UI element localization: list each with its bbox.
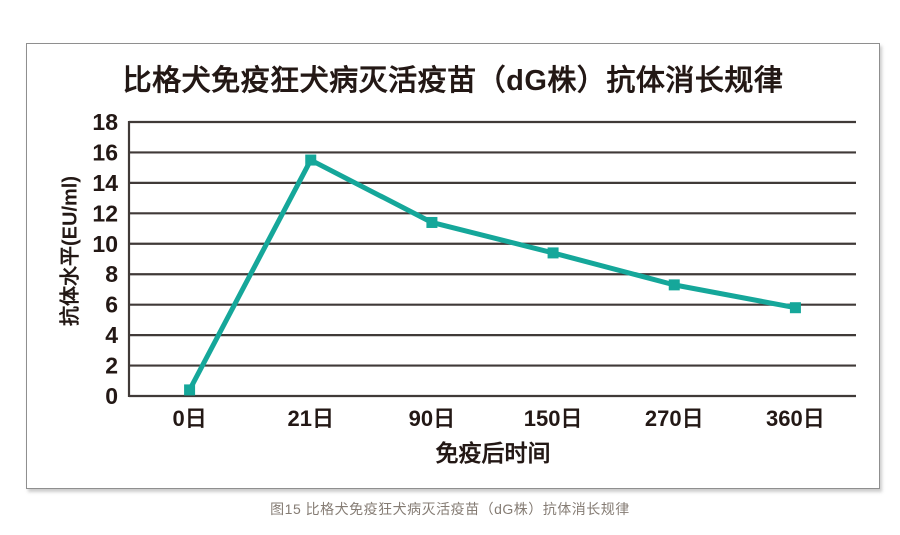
data-point-150日 bbox=[547, 247, 559, 259]
y-tick-label-8: 8 bbox=[105, 261, 118, 287]
data-point-270日 bbox=[668, 279, 680, 291]
antibody-line-chart: 0 2 4 6 8 10 12 14 16 18 0日 21日 90日 150日 270日 360日 bbox=[92, 109, 856, 431]
y-tick-label-12: 12 bbox=[92, 200, 118, 226]
data-line-series-0 bbox=[187, 157, 798, 393]
data-point-21日 bbox=[305, 154, 317, 166]
y-tick-label-4: 4 bbox=[105, 322, 118, 348]
x-tick-label-4: 270日 bbox=[645, 406, 704, 431]
figure-caption: 图15 比格犬免疫狂犬病灭活疫苗（dG株）抗体消长规律 bbox=[270, 501, 630, 517]
x-tick-label-0: 0日 bbox=[172, 406, 206, 431]
x-tick-label-3: 150日 bbox=[524, 406, 583, 431]
y-tick-label-10: 10 bbox=[92, 231, 118, 257]
y-tick-label-2: 2 bbox=[105, 353, 118, 379]
y-tick-label-18: 18 bbox=[92, 109, 118, 135]
y-tick-label-16: 16 bbox=[92, 139, 118, 165]
x-tick-label-2: 90日 bbox=[409, 406, 455, 431]
data-point-360日 bbox=[789, 302, 801, 314]
y-tick-label-14: 14 bbox=[92, 170, 118, 196]
x-axis-title: 免疫后时间 bbox=[435, 440, 551, 466]
data-point-0日 bbox=[184, 384, 196, 396]
chart-title: 比格犬免疫狂犬病灭活疫苗（dG株）抗体消长规律 bbox=[122, 65, 784, 97]
data-point-90日 bbox=[426, 216, 438, 228]
y-tick-label-0: 0 bbox=[105, 383, 118, 409]
x-tick-label-1: 21日 bbox=[288, 406, 334, 431]
y-tick-label-6: 6 bbox=[105, 292, 118, 318]
x-tick-label-5: 360日 bbox=[766, 406, 825, 431]
